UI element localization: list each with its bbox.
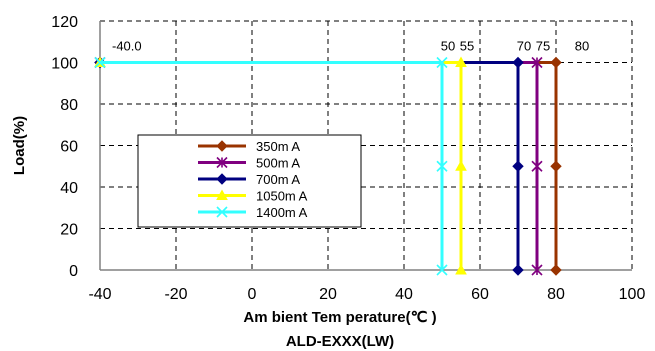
data-point-marker bbox=[436, 56, 448, 69]
data-point-marker bbox=[94, 56, 106, 69]
y-axis-label: Load(%) bbox=[11, 116, 28, 175]
data-point-marker bbox=[512, 56, 524, 69]
data-point-marker bbox=[436, 160, 448, 172]
chart-caption: ALD-EXXX(LW) bbox=[286, 333, 394, 350]
x-tick-label: -40 bbox=[88, 286, 111, 303]
value-annotation: 80 bbox=[575, 39, 589, 54]
y-tick-label: 100 bbox=[51, 56, 78, 73]
x-tick-label: -20 bbox=[164, 286, 187, 303]
data-point-marker bbox=[216, 156, 228, 169]
legend-item: 500m A bbox=[198, 156, 300, 171]
legend-label: 700m A bbox=[256, 172, 300, 187]
data-point-marker bbox=[216, 206, 228, 218]
data-point-marker bbox=[550, 56, 562, 69]
data-point-marker bbox=[531, 160, 543, 172]
data-point-marker bbox=[436, 264, 448, 276]
data-point-marker bbox=[455, 263, 467, 275]
legend-box bbox=[137, 134, 362, 228]
y-tick-label: 60 bbox=[60, 139, 78, 156]
annotations: -40.0 50 55 70 75 80 bbox=[112, 39, 589, 54]
series-5 bbox=[94, 56, 448, 276]
y-tick-label: 120 bbox=[51, 14, 78, 31]
x-tick-label: 40 bbox=[395, 286, 413, 303]
data-point-marker bbox=[531, 264, 543, 276]
value-annotation: -40.0 bbox=[112, 39, 142, 54]
value-annotation: 55 bbox=[460, 39, 474, 54]
value-annotation: 50 bbox=[441, 39, 455, 54]
x-tick-label: 100 bbox=[619, 286, 646, 303]
value-annotation: 70 bbox=[517, 39, 531, 54]
series-line bbox=[100, 61, 444, 270]
data-point-marker bbox=[531, 56, 543, 69]
legend-label: 1050m A bbox=[256, 189, 308, 204]
legend-item: 700m A bbox=[198, 172, 300, 187]
data-point-marker bbox=[512, 264, 524, 276]
data-point-marker bbox=[550, 160, 562, 172]
series-group bbox=[94, 56, 562, 276]
legend-label: 1400m A bbox=[256, 205, 308, 220]
data-point-marker bbox=[455, 56, 467, 67]
x-axis-label: Am bient Tem perature(℃ ) bbox=[243, 309, 436, 326]
data-point-marker bbox=[216, 189, 228, 200]
value-annotation: 75 bbox=[536, 39, 550, 54]
y-tick-label: 0 bbox=[69, 263, 78, 280]
x-tick-label: 20 bbox=[319, 286, 337, 303]
y-tick-label: 40 bbox=[60, 180, 78, 197]
y-tick-label: 20 bbox=[60, 222, 78, 239]
axes: 0 20 40 60 80 100 120 -40 -20 0 20 40 60 80 100 bbox=[51, 14, 645, 303]
data-point-marker bbox=[455, 160, 467, 171]
legend-label: 500m A bbox=[256, 156, 300, 171]
x-tick-label: 0 bbox=[248, 286, 257, 303]
data-point-marker bbox=[216, 173, 228, 185]
legend-item: 1050m A bbox=[198, 189, 308, 204]
x-tick-label: 60 bbox=[471, 286, 489, 303]
legend-label: 350m A bbox=[256, 139, 300, 154]
legend-item: 1400m A bbox=[198, 205, 308, 220]
data-point-marker bbox=[216, 140, 228, 152]
legend-item: 350m A bbox=[198, 139, 300, 154]
x-tick-label: 80 bbox=[547, 286, 565, 303]
data-point-marker bbox=[512, 160, 524, 172]
data-point-marker bbox=[550, 264, 562, 276]
y-tick-label: 80 bbox=[60, 97, 78, 114]
